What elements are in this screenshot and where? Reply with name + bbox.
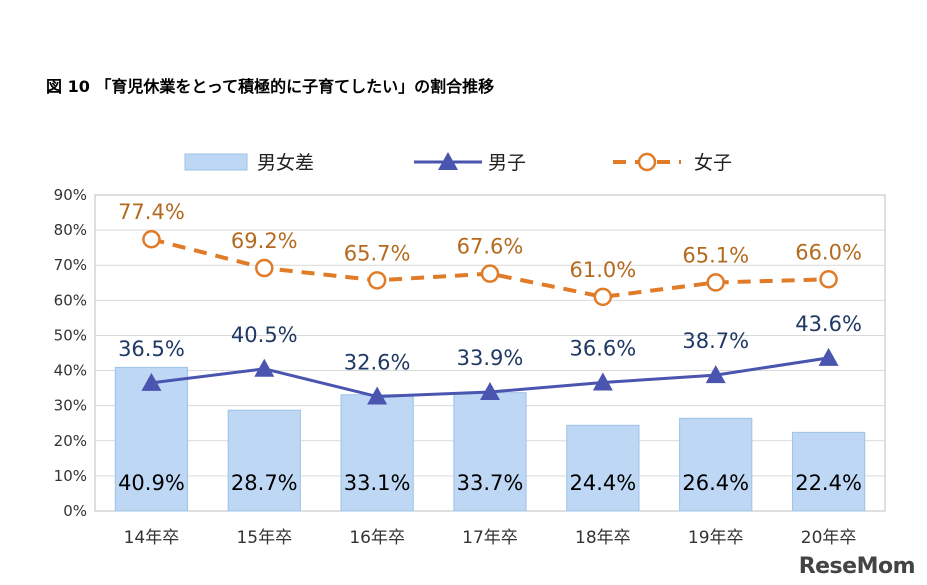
female-data-label: 65.1% [682, 243, 749, 267]
female-data-label: 69.2% [231, 229, 298, 253]
diff-data-label: 26.4% [682, 471, 749, 495]
y-tick-label: 10% [54, 467, 87, 485]
male-point [592, 372, 613, 391]
male-data-label: 40.5% [231, 323, 298, 347]
bar-diff [791, 431, 866, 512]
y-tick-label: 30% [54, 397, 87, 415]
y-tick-label: 50% [54, 326, 87, 344]
female-data-label: 67.6% [457, 235, 524, 259]
x-tick-label: 19年卒 [688, 528, 744, 548]
male-data-label: 33.9% [457, 346, 524, 370]
female-data-label: 61.0% [569, 258, 636, 282]
diff-data-label: 24.4% [569, 471, 636, 495]
y-tick-label: 80% [54, 221, 87, 239]
y-tick-label: 0% [63, 502, 87, 520]
legend-female-marker [637, 152, 657, 172]
female-data-label: 66.0% [795, 240, 862, 264]
diff-data-label: 33.1% [344, 471, 411, 495]
diff-data-label: 40.9% [118, 471, 185, 495]
legend-label-female: 女子 [694, 152, 732, 174]
female-point [593, 287, 613, 307]
male-data-label: 36.6% [569, 336, 636, 360]
y-tick-label: 60% [54, 291, 87, 309]
y-tick-label: 40% [54, 362, 87, 380]
female-point [706, 273, 725, 292]
female-data-label: 77.4% [118, 200, 185, 224]
diff-data-label: 33.7% [457, 471, 524, 495]
legend-label-male: 男子 [488, 152, 526, 174]
male-point [141, 372, 162, 391]
y-tick-label: 90% [54, 186, 87, 204]
male-point [367, 386, 388, 405]
bar-diff [114, 366, 189, 512]
x-tick-label: 14年卒 [124, 528, 180, 548]
female-point [255, 258, 274, 278]
male-point [818, 347, 839, 366]
x-tick-label: 17年卒 [462, 528, 518, 548]
male-data-label: 36.5% [118, 337, 185, 361]
female-point [142, 229, 161, 249]
female-data-label: 65.7% [344, 241, 411, 265]
female-point [480, 264, 500, 283]
legend-label-diff: 男女差 [257, 152, 314, 174]
legend-bar-swatch [184, 153, 248, 171]
x-tick-label: 16年卒 [349, 528, 405, 548]
male-data-label: 38.7% [682, 329, 749, 353]
male-data-label: 32.6% [344, 351, 411, 375]
male-point [254, 358, 275, 377]
female-point [819, 270, 838, 289]
male-point [480, 381, 500, 400]
chart-title: 図 10 「育児休業をとって積極的に子育てしたい」の割合推移 [46, 77, 495, 96]
male-point [705, 365, 726, 384]
x-tick-label: 18年卒 [575, 528, 631, 548]
bar-diff [340, 394, 414, 512]
legend-male-marker [438, 152, 458, 170]
bar-diff [453, 392, 527, 512]
diff-data-label: 28.7% [231, 471, 298, 495]
y-tick-label: 20% [54, 432, 87, 450]
x-tick-label: 15年卒 [236, 528, 292, 548]
male-data-label: 43.6% [795, 312, 862, 336]
bar-diff [227, 409, 301, 512]
bar-diff [679, 417, 753, 512]
y-tick-label: 70% [54, 256, 87, 274]
diff-data-label: 22.4% [795, 471, 862, 495]
female-point [367, 271, 387, 290]
watermark-logo: ReseMom [798, 554, 916, 579]
bar-diff [566, 424, 640, 512]
x-tick-label: 20年卒 [801, 528, 857, 548]
